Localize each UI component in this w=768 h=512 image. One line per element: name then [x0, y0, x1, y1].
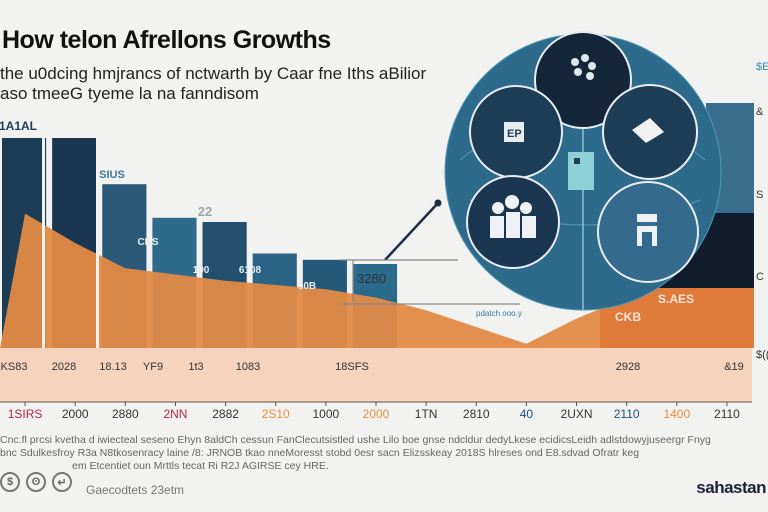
brand-logo[interactable]: sahastan — [696, 478, 766, 497]
bar-data-label: 100 — [193, 265, 210, 276]
bar-data-label: S.AES — [658, 292, 694, 306]
area-series — [0, 213, 752, 348]
bar-data-label: 22 — [198, 204, 212, 219]
hub-diagram: EP — [444, 31, 722, 311]
band-labels: KS83 2028 18.13 YF9 1t3 1083 18SFS 2928 &19 — [1, 361, 744, 373]
annotation-text: pdatch ooo.y — [476, 309, 522, 318]
subtitle-line-2: aso tmeeG tyeme la na fanndisom — [0, 84, 259, 103]
bar-data-label: CNS — [137, 237, 158, 248]
cc-by-icon[interactable]: $ — [0, 472, 20, 492]
chart-title: How telon Afrellons Growths — [2, 26, 331, 54]
right-edge-labels: $E & S C $(( — [756, 61, 768, 361]
chart-subtitle: the u0dcing hmjrancs of nctwarth by Caar… — [0, 64, 426, 104]
x-tick-label: 2880 — [112, 407, 139, 421]
callout-label: 3280 — [357, 271, 386, 286]
x-tick-label: 1000 — [313, 407, 340, 421]
label-band — [0, 348, 752, 402]
bar-data-labels: 1A1AL SIUS 22 CNS 100 6108 c0B S.AES CKB — [0, 119, 694, 324]
bar-gap — [42, 138, 45, 348]
svg-text:EP: EP — [507, 128, 522, 140]
right-edge-label: S — [756, 189, 763, 201]
document-icon: EP — [504, 122, 524, 142]
x-tick-label: 2882 — [212, 407, 239, 421]
bar-data-label: c0B — [298, 281, 316, 292]
cc-sa-icon[interactable]: ʘ — [26, 472, 46, 492]
card-icon — [632, 118, 664, 143]
bar-gap — [96, 138, 99, 348]
building-icon — [637, 214, 657, 246]
band-label: 2028 — [52, 361, 76, 373]
x-tick-label: 2110 — [714, 407, 740, 421]
x-tick-label: 1400 — [663, 407, 690, 421]
band-label: 2928 — [616, 361, 640, 373]
x-tick-label: 1TN — [415, 407, 438, 421]
x-tick-label: 2000 — [62, 407, 89, 421]
band-label: 18SFS — [335, 361, 369, 373]
area-group — [0, 138, 752, 348]
x-tick-label: 40 — [520, 407, 534, 421]
network-tree-icon — [571, 54, 596, 80]
footnote-line-1: Cnc.fl prcsi kvetha d iwiecteal seseno E… — [0, 434, 711, 446]
hub-node-top — [534, 31, 632, 129]
people-group-icon — [490, 195, 536, 238]
bar-data-label: 1A1AL — [0, 119, 37, 133]
x-tick-label: 2000 — [363, 407, 390, 421]
pointer-dot — [434, 199, 442, 207]
band-label: KS83 — [1, 361, 28, 373]
band-label: 1t3 — [188, 361, 203, 373]
bar-data-label: 6108 — [239, 265, 262, 276]
subtitle-line-1: the u0dcing hmjrancs of nctwarth by Caar… — [0, 64, 427, 83]
bar-data-label: CKB — [615, 310, 641, 324]
footnote: Cnc.fl prcsi kvetha d iwiecteal seseno E… — [0, 434, 768, 473]
footnote-line-3: em Etcentiet oun Mrttls tecat Ri R2J AGI… — [72, 460, 329, 472]
band-label: YF9 — [143, 361, 163, 373]
source-credit: Gaecodtets 23etm — [86, 483, 185, 497]
x-tick-label: 2NN — [163, 407, 187, 421]
right-edge-label: C — [756, 271, 764, 283]
license-icons: $ ʘ ↵ — [0, 472, 72, 492]
band-label: 1083 — [236, 361, 260, 373]
x-tick-label: 2810 — [463, 407, 490, 421]
band-label: 18.13 — [99, 361, 127, 373]
cc-nc-icon[interactable]: ↵ — [52, 472, 72, 492]
right-edge-label: $(( — [756, 349, 768, 361]
x-tick-label: 2110 — [614, 407, 640, 421]
pointer-line — [384, 202, 439, 261]
figure-icon — [568, 152, 594, 190]
band-label: &19 — [724, 361, 744, 373]
x-tick-label: 2UXN — [561, 407, 593, 421]
x-axis-tick-labels: 1SIRS 2000 2880 2NN 2882 2S10 1000 2000 1TN 2810 4… — [8, 402, 740, 421]
footnote-line-2: bnc Sdulkesfroy R3a N8tkosenracy laine /… — [0, 447, 640, 459]
right-edge-label: & — [756, 106, 764, 118]
x-tick-label: 1SIRS — [8, 407, 43, 421]
bar-data-label: SIUS — [99, 169, 125, 181]
x-tick-label: 2S10 — [262, 407, 290, 421]
right-edge-label: $E — [756, 61, 768, 73]
